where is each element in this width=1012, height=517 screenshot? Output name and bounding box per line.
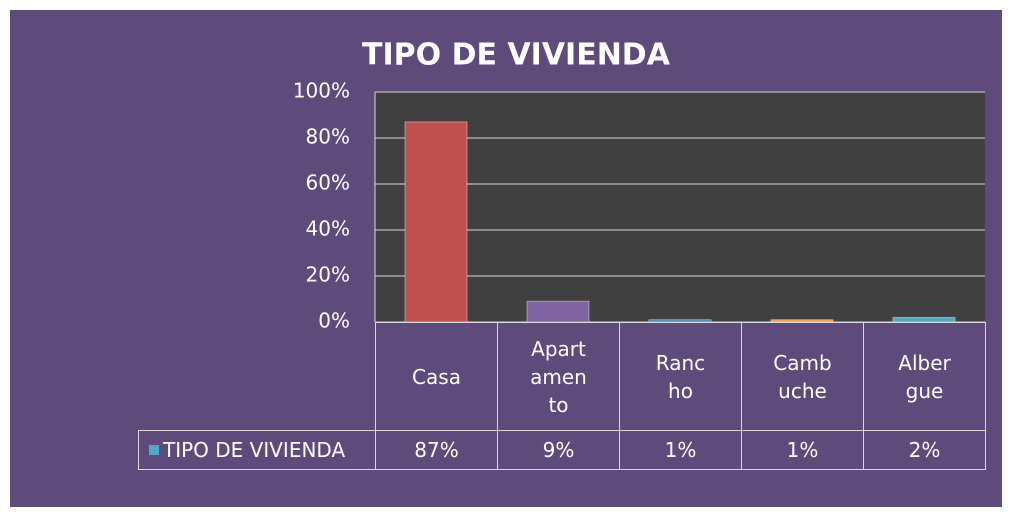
legend-label: TIPO DE VIVIENDA	[163, 438, 346, 462]
value-cell-text: 2%	[908, 438, 941, 462]
bar	[892, 316, 956, 323]
value-cell: 1%	[619, 430, 742, 470]
bar	[526, 300, 590, 323]
value-cell: 87%	[375, 430, 498, 470]
chart-title: TIPO DE VIVIENDA	[362, 38, 671, 73]
y-tick-label: 60%	[306, 171, 350, 195]
legend-key	[149, 445, 159, 455]
category-cell: Albergue	[863, 322, 986, 431]
category-cell-text: Albergue	[898, 350, 951, 403]
y-tick-label: 100%	[293, 79, 350, 103]
category-cell: Casa	[375, 322, 498, 431]
value-cell: 9%	[497, 430, 620, 470]
category-cell-text: Cambuche	[773, 350, 832, 403]
value-cell: 2%	[863, 430, 986, 470]
category-cell: Apartamento	[497, 322, 620, 431]
value-cell-text: 9%	[542, 438, 575, 462]
y-tick-label: 0%	[318, 309, 350, 333]
legend-cell: TIPO DE VIVIENDA	[138, 430, 376, 470]
y-tick-label: 40%	[306, 217, 350, 241]
bar	[404, 121, 468, 323]
category-cell-text: Casa	[412, 364, 461, 389]
y-tick-label: 20%	[306, 263, 350, 287]
category-cell-text: Rancho	[655, 350, 706, 403]
value-cell-text: 87%	[414, 438, 459, 462]
y-tick-label: 80%	[306, 125, 350, 149]
value-cell-text: 1%	[786, 438, 819, 462]
category-cell-text: Apartamento	[530, 336, 587, 417]
value-cell-text: 1%	[664, 438, 697, 462]
category-cell: Cambuche	[741, 322, 864, 431]
plot-area	[375, 92, 985, 322]
category-cell: Rancho	[619, 322, 742, 431]
value-cell: 1%	[741, 430, 864, 470]
